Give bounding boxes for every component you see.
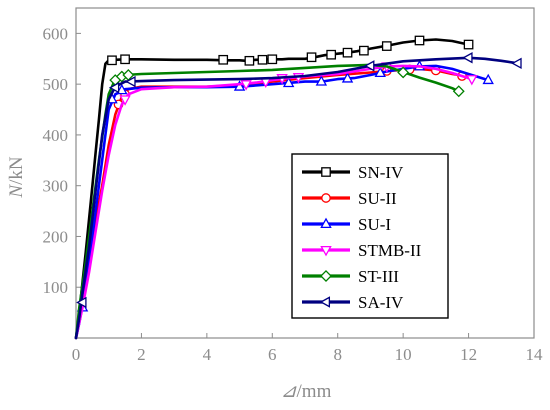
x-tick-label: 14 [526,345,544,364]
legend-item-sa-iv: SA-IV [302,293,404,312]
data-point-sn-iv [326,49,337,60]
legend-marker-stmb-ii [320,245,332,257]
y-tick-label: 400 [43,126,69,145]
data-point-sa-iv [462,52,473,64]
data-point-sn-iv [218,54,229,65]
data-point-su-i [341,72,354,83]
legend-label-su-i: SU-I [358,215,391,234]
data-point-sn-iv [342,47,353,58]
y-tick-label: 200 [43,227,69,246]
plot-area [74,35,522,340]
legend-marker-su-ii [321,193,331,203]
data-point-sn-iv [107,55,117,66]
plot-frame [75,7,535,339]
x-tick-label: 12 [460,345,477,364]
data-point-sa-iv [511,57,522,70]
x-axis-symbol: ⊿ [281,381,297,402]
axes: 0 2 4 6 8 10 12 14 100 200 300 400 500 600 [43,7,544,364]
data-point-sn-iv [463,39,474,50]
data-point-sa-iv [76,296,87,309]
legend-marker-st-iii [320,270,332,282]
data-point-stmb-ii [240,80,252,91]
data-point-sn-iv [414,35,425,46]
data-point-st-iii [452,85,465,98]
data-point-sn-iv [306,52,317,63]
data-point-su-i [116,83,128,95]
legend-box [291,153,449,319]
series-line-stmb-ii [74,64,474,340]
series-sn-iv [74,35,474,340]
data-point-st-iii [397,66,410,79]
data-point-sa-iv [108,81,120,94]
y-axis-title: N/kN [6,156,27,198]
legend-label-sn-iv: SN-IV [358,163,404,182]
legend-item-su-i: SU-I [302,215,391,234]
data-point-stmb-ii [466,75,478,86]
legend-label-sa-iv: SA-IV [358,293,404,312]
y-tick-label: 300 [43,177,69,196]
x-tick-label: 8 [333,345,342,364]
data-point-su-i [282,76,295,88]
legend-label-su-ii: SU-II [358,189,397,208]
legend-item-su-ii: SU-II [302,189,397,208]
series-sa-iv [74,52,522,340]
data-point-sn-iv [381,41,392,51]
series-line-sa-iv [74,56,519,340]
x-tick-label: 2 [137,345,146,364]
data-point-sn-iv [120,54,130,65]
x-tick-label: 0 [72,345,81,364]
data-point-stmb-ii [119,95,131,106]
x-tick-label: 4 [203,345,212,364]
legend-marker-sn-iv [321,167,331,177]
legend-item-st-iii: ST-III [302,267,399,286]
x-axis-unit: /mm [297,381,332,402]
legend-marker-su-i [320,217,332,229]
data-point-sn-iv [257,54,268,65]
data-point-sn-iv [244,55,255,66]
legend-marker-sa-iv [319,296,331,308]
legend-item-sn-iv: SN-IV [302,163,404,182]
x-tick-label: 10 [395,345,412,364]
axis-titles: N/kN ⊿/mm [6,156,332,402]
y-tick-label: 600 [43,24,69,43]
legend-item-stmb-ii: STMB-II [302,241,422,260]
legend-label-stmb-ii: STMB-II [358,241,422,260]
data-point-su-i [315,75,328,86]
data-point-su-i [233,80,246,91]
data-point-su-i [482,73,494,85]
y-axis-symbol: N [6,184,27,199]
data-point-su-i [374,66,386,77]
legend-label-st-iii: ST-III [358,267,399,286]
x-tick-label: 6 [268,345,277,364]
data-point-sa-iv [364,60,375,72]
y-axis-unit: /kN [6,156,27,185]
y-tick-label: 100 [43,278,69,297]
y-tick-label: 500 [43,75,69,94]
data-point-sn-iv [359,45,369,56]
data-point-sa-iv [125,75,136,88]
legend: SN-IV SU-II SU-I STMB-II ST-III SA-IV [291,153,449,319]
data-point-sn-iv [267,54,278,65]
x-axis-title: ⊿/mm [281,381,332,402]
